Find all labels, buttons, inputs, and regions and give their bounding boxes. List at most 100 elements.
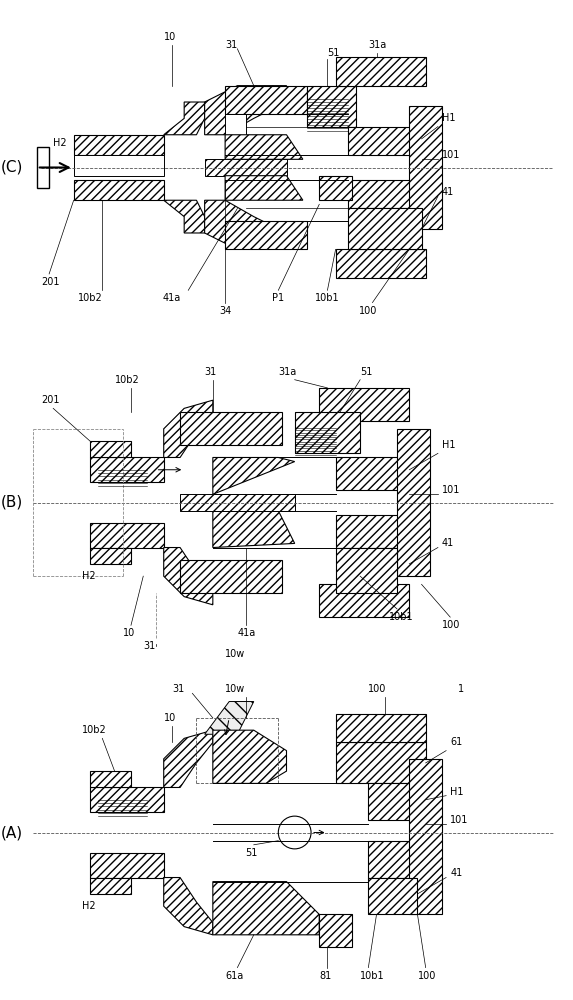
Text: H2: H2: [82, 571, 96, 581]
Text: H1: H1: [442, 440, 456, 450]
Bar: [336, 742, 426, 783]
Text: H1: H1: [442, 113, 456, 123]
Bar: [205, 159, 286, 176]
Text: 81: 81: [319, 971, 332, 981]
Bar: [74, 155, 164, 176]
Text: 101: 101: [450, 815, 469, 825]
Bar: [409, 759, 442, 914]
Text: P1: P1: [272, 293, 284, 303]
Text: H1: H1: [450, 787, 464, 797]
Bar: [180, 560, 282, 593]
Text: 10b1: 10b1: [315, 293, 340, 303]
Text: 101: 101: [442, 485, 460, 495]
Polygon shape: [205, 702, 254, 734]
Text: 10w: 10w: [225, 684, 245, 694]
Text: H2: H2: [53, 138, 67, 148]
Bar: [336, 515, 409, 548]
Bar: [90, 457, 164, 482]
Polygon shape: [213, 511, 295, 548]
Bar: [90, 878, 131, 894]
Bar: [90, 853, 164, 878]
Text: 10b2: 10b2: [82, 725, 107, 735]
Text: 41: 41: [442, 538, 454, 548]
Polygon shape: [164, 548, 213, 605]
Text: 1: 1: [458, 684, 465, 694]
Text: H2: H2: [82, 901, 96, 911]
Bar: [368, 878, 418, 914]
Text: 101: 101: [442, 150, 460, 160]
Bar: [368, 841, 426, 878]
Text: 201: 201: [41, 277, 60, 287]
Text: 31: 31: [172, 684, 184, 694]
Text: 31: 31: [225, 40, 237, 50]
Bar: [295, 412, 360, 453]
Text: 100: 100: [359, 306, 378, 316]
Text: 10b2: 10b2: [78, 293, 103, 303]
Text: 10: 10: [164, 713, 176, 723]
Text: 100: 100: [442, 620, 460, 630]
Bar: [319, 914, 352, 947]
Bar: [348, 127, 422, 155]
Polygon shape: [164, 400, 213, 457]
Bar: [336, 548, 397, 593]
Text: 10: 10: [164, 32, 176, 42]
Text: 31a: 31a: [278, 367, 297, 377]
Text: 61a: 61a: [225, 971, 244, 981]
Text: 100: 100: [418, 971, 436, 981]
Polygon shape: [213, 730, 286, 783]
Bar: [319, 388, 409, 421]
Bar: [348, 180, 422, 208]
Polygon shape: [164, 878, 213, 935]
Text: 31: 31: [143, 641, 155, 651]
Text: 31a: 31a: [368, 40, 387, 50]
Bar: [336, 714, 426, 742]
Bar: [90, 441, 131, 457]
Polygon shape: [213, 882, 319, 935]
Polygon shape: [164, 102, 205, 135]
Bar: [90, 771, 131, 787]
Bar: [397, 429, 430, 576]
Bar: [348, 208, 422, 249]
Text: (B): (B): [1, 495, 23, 510]
Polygon shape: [225, 176, 303, 200]
Bar: [225, 86, 307, 114]
Bar: [90, 787, 164, 812]
Text: 41: 41: [442, 187, 454, 197]
Bar: [409, 106, 442, 229]
Text: 61: 61: [450, 737, 462, 747]
Bar: [336, 57, 426, 86]
Polygon shape: [225, 135, 303, 159]
Text: (A): (A): [1, 825, 23, 840]
Polygon shape: [164, 730, 213, 787]
Text: (C): (C): [1, 160, 23, 175]
Bar: [225, 114, 246, 155]
Bar: [90, 523, 164, 548]
Bar: [74, 135, 164, 155]
Polygon shape: [164, 200, 205, 233]
Bar: [336, 457, 409, 490]
Bar: [74, 180, 164, 200]
Text: 10: 10: [123, 628, 135, 638]
Bar: [336, 249, 426, 278]
Text: 41: 41: [450, 868, 462, 878]
Bar: [180, 494, 295, 511]
Text: 51: 51: [327, 48, 340, 58]
Text: 10w: 10w: [225, 649, 245, 659]
Bar: [307, 86, 356, 127]
Text: 10b1: 10b1: [360, 971, 385, 981]
Polygon shape: [205, 200, 286, 249]
Text: 10b1: 10b1: [389, 612, 414, 622]
Text: 34: 34: [219, 306, 231, 316]
Text: 10b2: 10b2: [115, 375, 139, 385]
Bar: [225, 221, 307, 249]
Polygon shape: [213, 457, 295, 494]
Bar: [90, 548, 131, 564]
Text: 51: 51: [246, 848, 258, 858]
Bar: [368, 783, 426, 820]
Text: 201: 201: [41, 395, 60, 405]
Text: 41a: 41a: [163, 293, 181, 303]
Polygon shape: [37, 147, 49, 188]
Bar: [180, 412, 282, 445]
Text: 41a: 41a: [237, 628, 256, 638]
Text: 31: 31: [205, 367, 217, 377]
